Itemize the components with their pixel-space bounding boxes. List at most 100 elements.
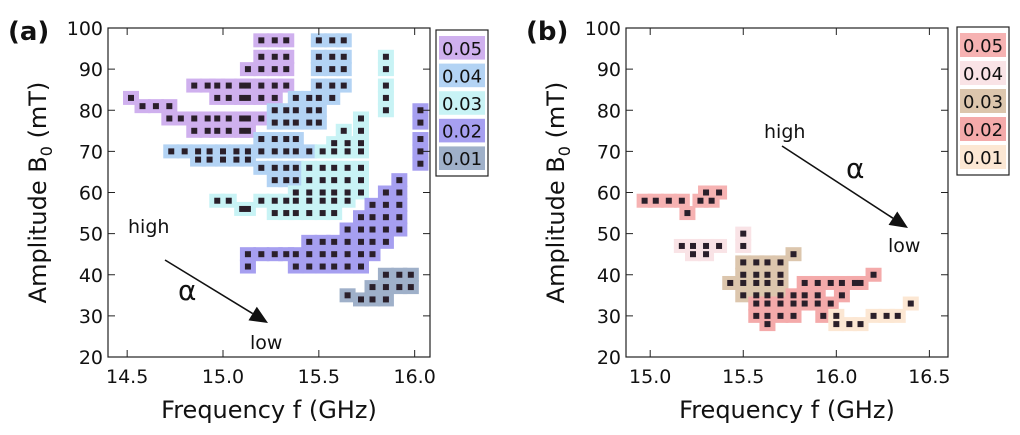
data-point [331,140,338,147]
data-point [315,66,322,73]
data-point [708,197,715,204]
series-0.04-dots [168,37,347,184]
data-point [239,115,246,122]
data-point [271,164,278,171]
data-point [331,263,338,270]
x-axis-label: Frequency f (GHz) [679,396,895,424]
series-0.01-dots [833,300,914,328]
trend-arrow-head [888,211,908,228]
data-point [166,115,173,122]
data-point [239,205,246,212]
data-point [239,82,246,89]
data-point [764,312,771,319]
data-point [814,300,821,307]
data-point [206,148,213,155]
data-point [883,312,890,319]
data-point [220,148,226,155]
data-point [678,197,685,204]
y-axis-label-main: Amplitude B [24,156,52,303]
data-point [283,177,290,184]
data-point [177,115,184,122]
y-axis-label-subscript: 0 [555,146,574,156]
data-point [306,164,313,171]
data-point [292,197,299,204]
data-point [753,300,760,307]
data-point [204,82,211,89]
data-point [225,197,232,204]
data-point [292,177,299,184]
data-point [244,66,251,73]
data-point [790,292,797,299]
data-point [306,119,313,126]
data-point [319,238,326,245]
data-point [315,82,322,89]
data-point [358,296,364,303]
legend-label: 0.03 [442,94,482,115]
data-point [857,321,864,328]
data-point [319,263,326,270]
data-point [283,53,290,60]
data-point [382,82,389,89]
data-point [258,66,265,73]
data-point [331,197,338,204]
data-point [358,189,364,196]
data-point [857,279,864,286]
data-point [319,210,326,217]
data-point [191,115,198,122]
data-point [244,82,251,89]
data-point [181,148,188,155]
y-tick-label: 20 [79,347,103,369]
data-point [382,201,389,208]
legend: 0.05 0.04 0.03 0.02 0.01 [435,29,489,177]
legend-label: 0.02 [963,120,1003,141]
data-point [331,238,338,245]
data-point [801,292,808,299]
data-point [369,238,376,245]
data-point [358,148,364,155]
data-point [703,189,710,196]
y-tick-label: 80 [79,100,103,122]
data-point [283,136,290,143]
data-point [220,156,226,163]
data-point [306,94,313,101]
data-point [740,242,747,249]
trend-arrow-head [248,306,268,323]
data-point [315,94,322,101]
data-point [195,156,202,163]
data-point [382,189,389,196]
data-point [684,210,691,217]
data-point [740,279,747,286]
x-tick-label: 14.5 [106,366,148,388]
data-point [790,300,797,307]
data-point [214,115,221,122]
data-point [833,312,840,319]
data-point [292,119,299,126]
data-point [344,164,351,171]
data-point [396,177,403,184]
y-tick-label: 60 [597,183,621,205]
data-point [283,210,290,217]
x-axis-label: Frequency f (GHz) [161,396,377,424]
data-point [168,148,175,155]
data-point [315,119,322,126]
y-tick-label: 80 [597,100,621,122]
data-point [319,177,326,184]
data-point [258,82,265,89]
data-point [331,177,338,184]
data-point [292,164,299,171]
data-point [369,296,376,303]
data-point [271,37,278,44]
data-point [271,66,278,73]
legend-label: 0.04 [442,66,482,87]
data-point [331,189,338,196]
legend-swatch [960,61,1006,85]
data-point [358,127,364,134]
data-point [407,284,414,291]
data-point [396,201,403,208]
data-point [128,94,134,101]
data-point [382,238,389,245]
data-point [814,279,821,286]
legend-label: 0.05 [442,39,482,60]
data-point [319,251,326,258]
data-point [239,94,246,101]
